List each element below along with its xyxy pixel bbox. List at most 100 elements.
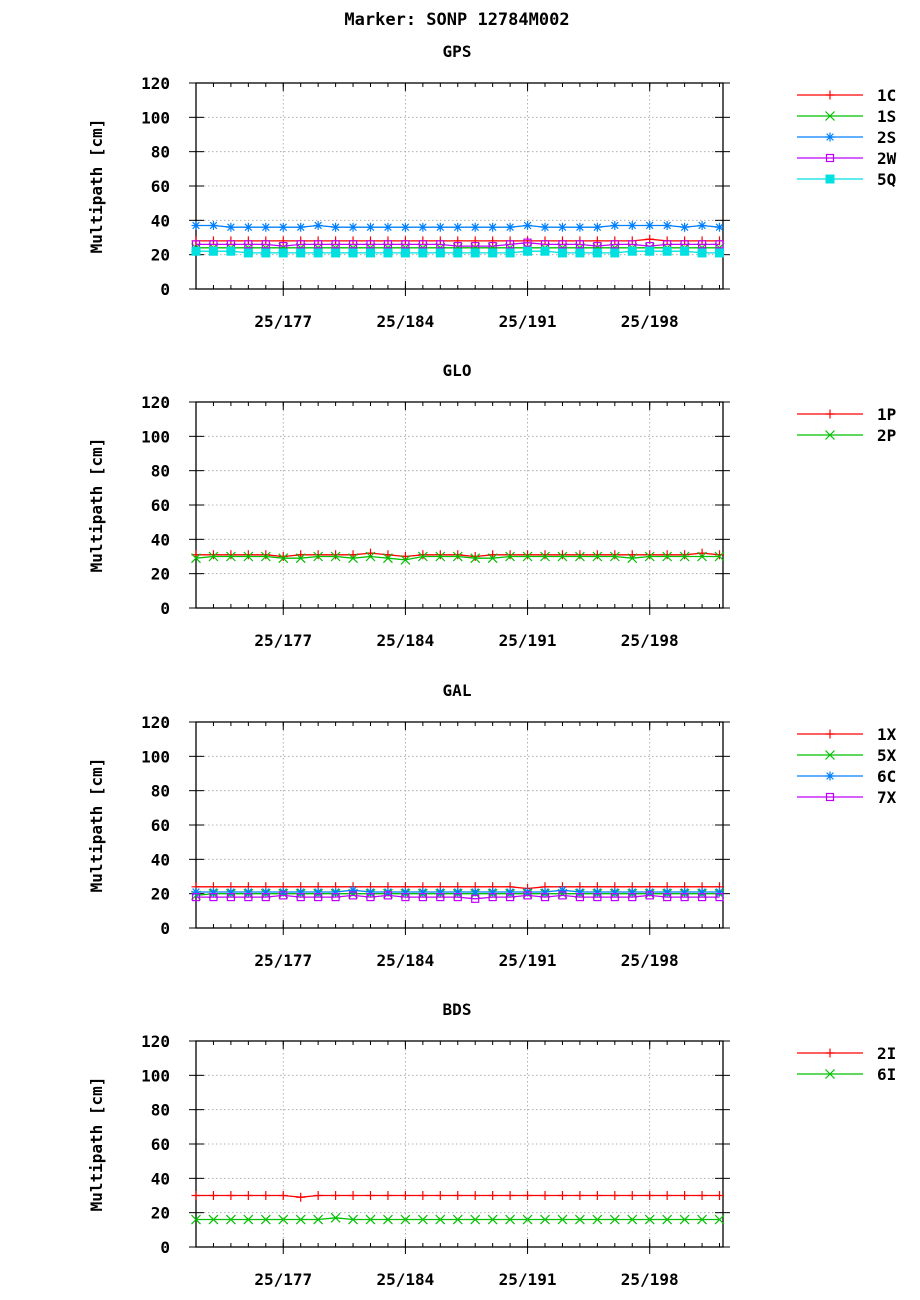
data-point [575,550,585,560]
plot-frame [195,401,724,609]
data-point [574,551,585,562]
x-tick-label: 25/177 [254,951,312,970]
x-tick-label: 25/191 [499,631,557,650]
data-point [331,248,341,258]
data-point [610,248,620,258]
series-1P [191,548,725,561]
data-point [278,248,288,258]
data-point [453,892,462,902]
legend-entry-6C: 6C [797,767,896,786]
data-point [679,551,690,562]
data-point [417,1214,428,1225]
data-point [645,550,655,560]
data-point [471,894,480,903]
data-point [645,1191,655,1200]
y-axis-label: Multipath [cm] [87,758,106,893]
data-point [348,885,358,895]
y-tick-label: 120 [141,74,170,93]
data-point [715,240,724,249]
data-point [488,236,498,246]
data-point [366,892,375,902]
data-point [191,892,201,902]
legend-label: 5Q [877,170,896,189]
data-point [715,248,725,258]
y-tick-label: 60 [151,1135,170,1154]
data-point [243,550,253,560]
data-point [610,240,619,249]
data-point [331,887,341,897]
data-point [593,892,602,902]
y-axis-label: Multipath [cm] [87,119,106,254]
data-point [662,246,672,256]
legend-marker [825,174,835,184]
data-point [418,550,428,560]
data-point [453,1191,463,1200]
data-point [627,887,637,897]
data-point [331,892,340,902]
data-point [400,1191,410,1200]
data-point [610,220,620,230]
data-point [505,222,515,232]
data-point [383,891,393,900]
data-point [714,551,725,562]
data-point [261,550,271,560]
y-tick-label: 80 [151,1101,170,1120]
data-point [313,887,323,897]
data-point [488,1191,498,1200]
data-point [697,1214,707,1225]
data-point [365,1214,376,1225]
data-point [261,887,271,897]
data-point [244,892,253,902]
data-point [348,1214,358,1225]
data-point [314,892,323,902]
data-point [436,892,445,902]
legend-entry-1P: 1P [797,405,896,424]
series-2I [191,1191,725,1202]
legend-label: 5X [877,746,897,765]
series-line [196,894,720,900]
data-point [260,551,271,562]
x-tick-label: 25/191 [499,951,557,970]
x-tick-label: 25/184 [377,631,435,650]
panel-bds: BDS Multipath [cm] 25/177 25/184 25/191 25/19… [87,1000,896,1289]
y-tick-label: 40 [151,850,170,869]
data-point [592,236,602,246]
data-point [331,240,340,249]
data-point [348,222,358,232]
data-point [453,222,463,232]
legend-label: 2W [877,149,897,168]
legend-marker [825,90,835,100]
data-point [505,551,516,562]
data-point [697,220,707,230]
x-tick-label: 25/198 [621,631,679,650]
data-point [400,248,410,258]
data-point [330,1212,341,1223]
panel-title: GLO [443,361,472,380]
data-point [680,892,689,902]
data-point [209,892,218,902]
series-6I [191,1212,725,1225]
data-point [609,551,620,562]
data-point [505,550,515,560]
y-tick-label: 80 [151,782,170,801]
data-point [313,248,323,258]
data-point [645,891,654,900]
series-7X [191,891,724,903]
data-point [557,1214,568,1225]
data-point [331,222,341,232]
data-point [435,1191,445,1200]
legend-marker [825,1048,835,1058]
x-tick-label: 25/184 [377,951,435,970]
data-point [592,248,602,258]
data-point [522,551,533,562]
legend-entry-1X: 1X [797,725,897,744]
data-point [644,551,655,562]
data-point [628,892,637,902]
data-point [278,222,288,232]
data-point [610,550,620,560]
data-point [506,240,515,249]
data-point [575,222,585,232]
data-point [226,892,236,902]
data-point [575,1191,585,1200]
